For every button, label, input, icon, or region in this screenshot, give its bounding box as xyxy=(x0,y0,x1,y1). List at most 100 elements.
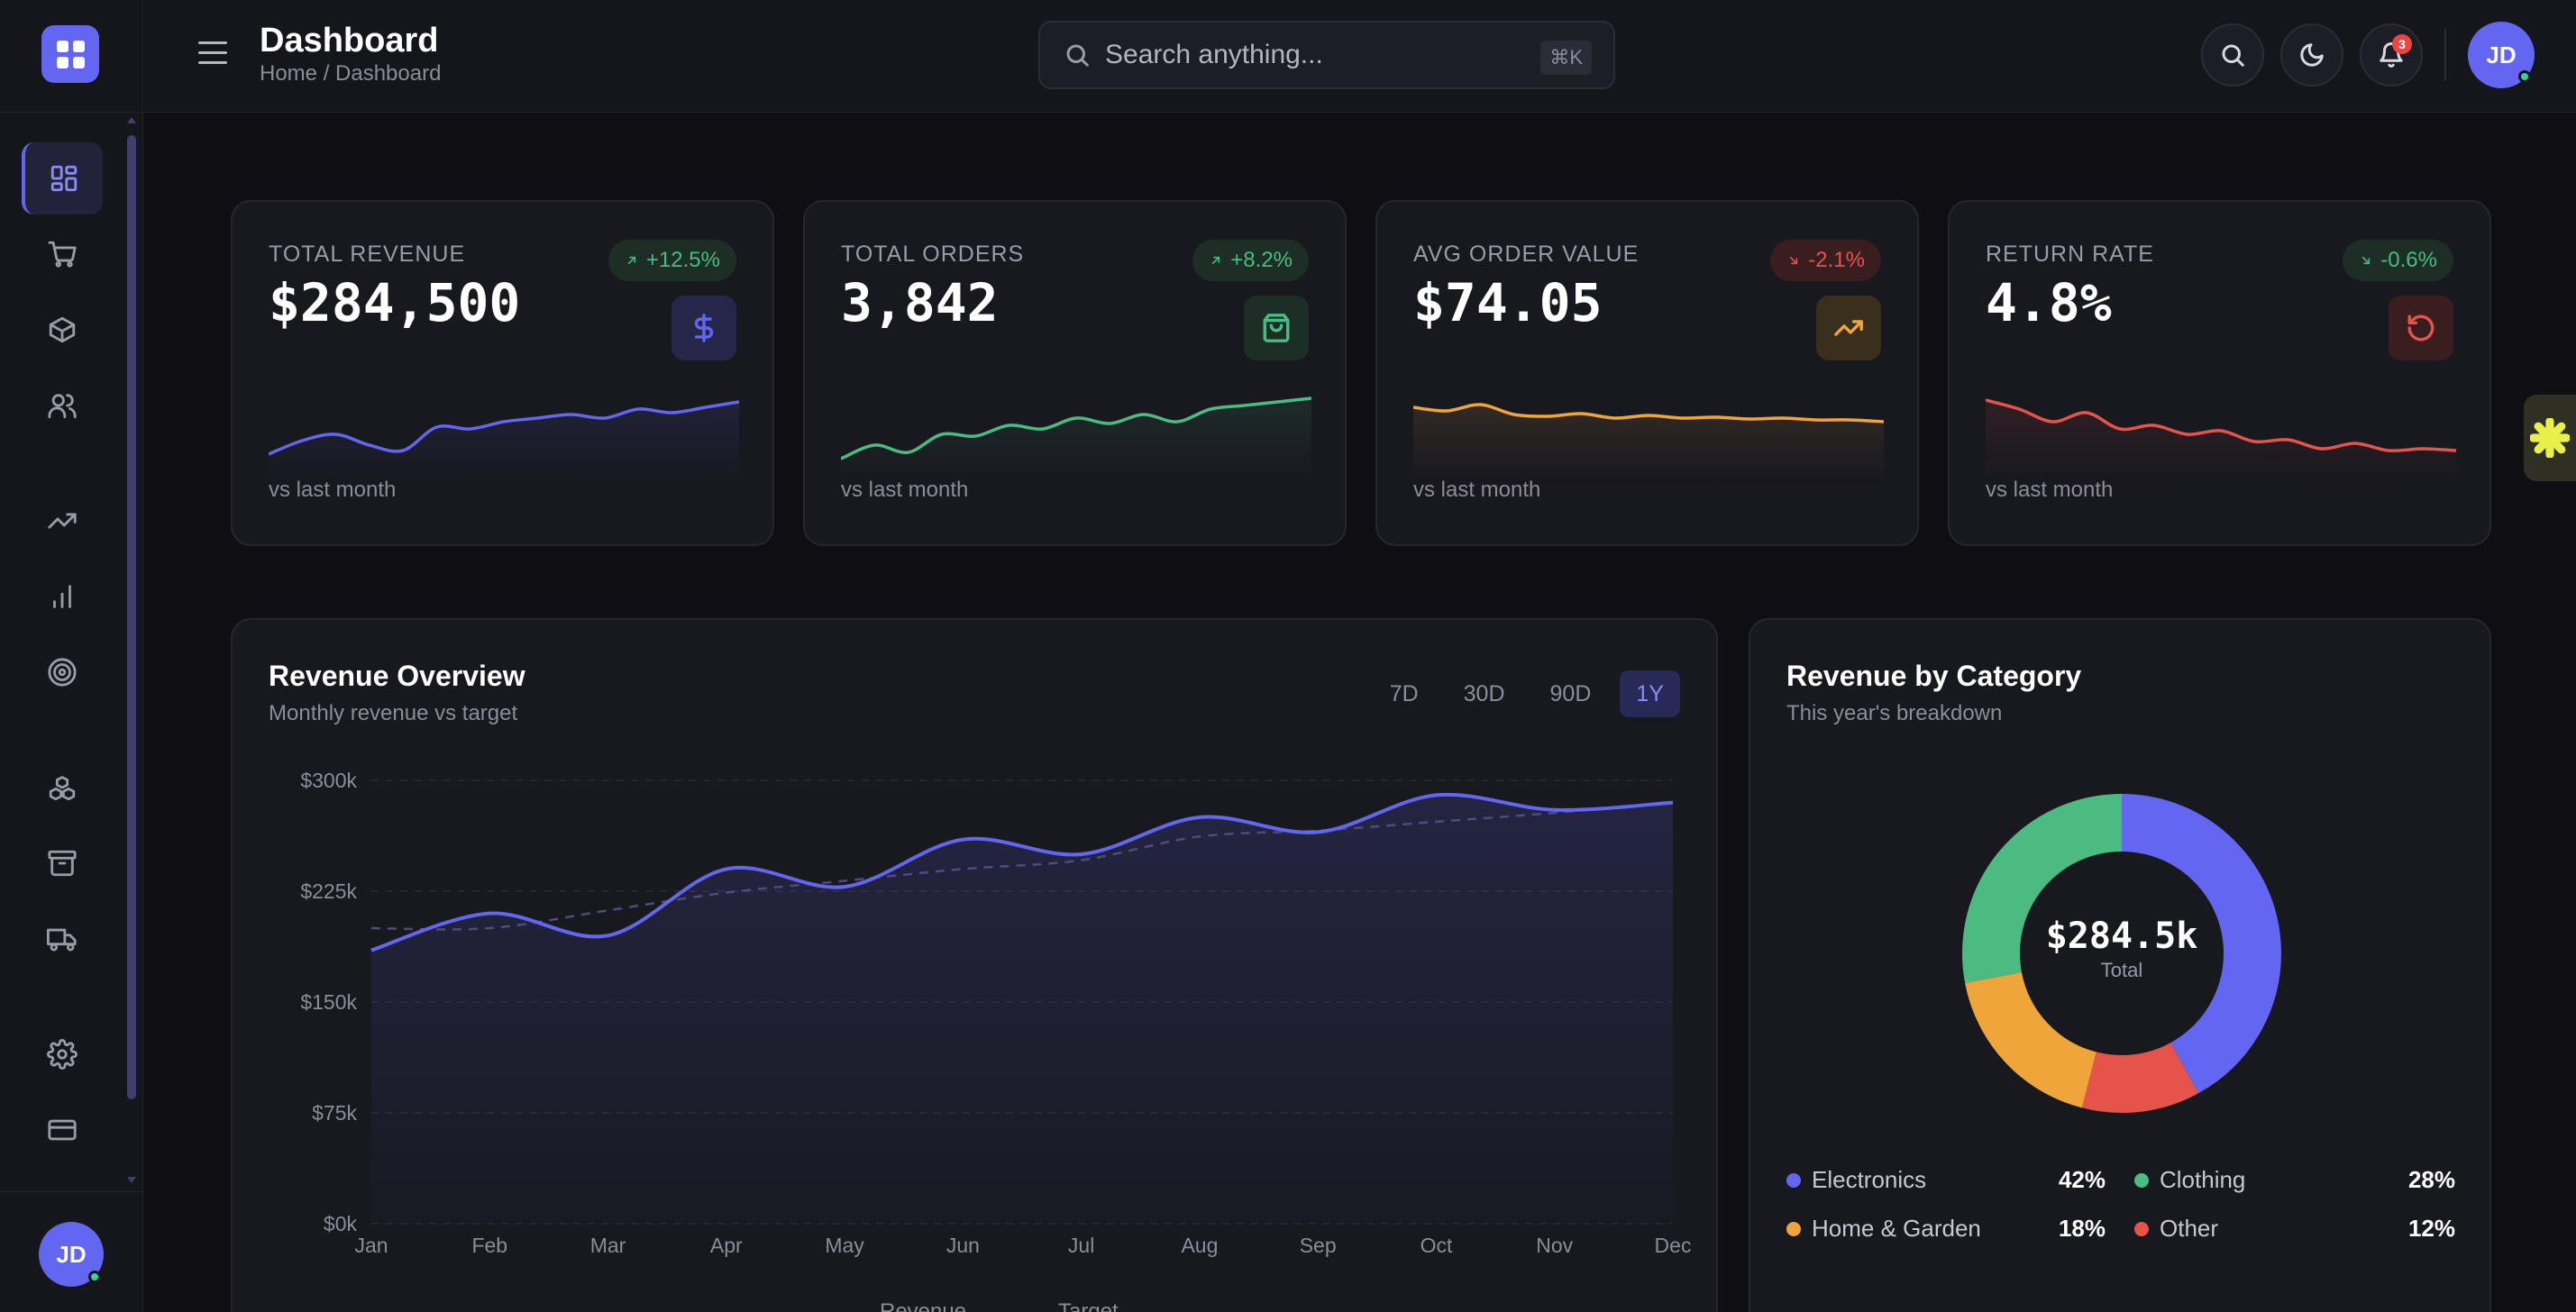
kpi-icon-tile xyxy=(671,296,736,360)
search-bar[interactable]: ⌘K xyxy=(1038,21,1615,89)
scroll-down-arrow[interactable] xyxy=(127,1177,136,1183)
grid-icon xyxy=(50,165,78,192)
x-tick-label: Apr xyxy=(710,1234,743,1257)
kpi-sparkline xyxy=(1986,398,2456,481)
notification-badge: 3 xyxy=(2392,34,2412,54)
panel-title: Revenue by Category xyxy=(1786,660,2082,692)
top-header: Dashboard Home / Dashboard ⌘K 3 JD xyxy=(144,0,2576,113)
sidebar-item-goals[interactable] xyxy=(22,636,103,708)
kpi-card[interactable]: RETURN RATE 4.8% -0.6% vs last month xyxy=(1948,200,2491,546)
x-tick-label: May xyxy=(825,1234,864,1257)
sparkline-line xyxy=(841,396,1311,460)
x-tick-label: Oct xyxy=(1420,1234,1453,1257)
legend-dot xyxy=(2134,1172,2149,1188)
sidebar-item-archive[interactable] xyxy=(22,827,103,899)
sparkline-area xyxy=(1986,400,2456,481)
sparkline-area xyxy=(1413,404,1884,481)
kpi-card[interactable]: AVG ORDER VALUE $74.05 -2.1% vs last mon… xyxy=(1375,200,1919,546)
kpi-value: 4.8% xyxy=(1986,272,2112,333)
kpi-value: $284,500 xyxy=(269,272,521,333)
target-icon xyxy=(48,658,77,687)
kpi-change-value: -0.6% xyxy=(2380,248,2437,272)
kpi-footer: vs last month xyxy=(269,478,397,502)
kpi-footer: vs last month xyxy=(1413,478,1541,502)
kpi-icon-tile xyxy=(1816,296,1881,360)
sparkline-line xyxy=(1413,403,1884,424)
kpi-change-badge: +12.5% xyxy=(607,240,736,281)
moon-icon xyxy=(2300,43,2324,67)
kpi-sparkline xyxy=(841,396,1311,481)
sidebar-item-trends[interactable] xyxy=(22,485,103,557)
sidebar-item-analytics[interactable] xyxy=(22,560,103,633)
sparkline-line xyxy=(269,400,739,456)
cart-icon xyxy=(48,241,77,268)
x-tick-label: Nov xyxy=(1536,1234,1573,1257)
kpi-icon-tile xyxy=(2389,296,2453,360)
kpi-change-value: +8.2% xyxy=(1230,248,1293,272)
search-icon xyxy=(2222,44,2244,67)
sidebar-item-products[interactable] xyxy=(22,294,103,366)
feedback-widget[interactable] xyxy=(2524,395,2576,481)
legend-revenue[interactable]: Revenue xyxy=(880,1299,967,1312)
sparkline-area xyxy=(269,402,739,481)
sidebar-item-settings[interactable] xyxy=(22,1018,103,1090)
search-input[interactable] xyxy=(1105,40,1502,70)
kpi-label: TOTAL REVENUE xyxy=(269,241,466,267)
kpi-value: $74.05 xyxy=(1413,272,1603,333)
range-tab-30d[interactable]: 30D xyxy=(1463,680,1505,706)
kpi-label: RETURN RATE xyxy=(1986,241,2154,267)
sidebar-scrollbar[interactable] xyxy=(127,135,136,1099)
legend-item: Electronics xyxy=(1786,1166,1926,1194)
kpi-card[interactable]: TOTAL ORDERS 3,842 +8.2% vs last month xyxy=(803,200,1347,546)
y-tick-label: $225k xyxy=(300,879,357,903)
sidebar: JD xyxy=(0,0,143,1312)
x-tick-label: Dec xyxy=(1655,1234,1692,1257)
menu-icon[interactable] xyxy=(198,41,227,68)
revenue-overview-card: Revenue Overview Monthly revenue vs targ… xyxy=(231,618,1718,1312)
legend-value: 28% xyxy=(2407,1166,2455,1193)
range-tab-1y[interactable]: 1Y xyxy=(1620,670,1680,717)
page-title: Dashboard xyxy=(260,22,439,59)
scroll-up-arrow[interactable] xyxy=(127,117,136,123)
panel-subtitle: This year's breakdown xyxy=(1786,701,2003,725)
legend-item: Clothing xyxy=(2134,1166,2245,1194)
sidebar-item-shipping[interactable] xyxy=(22,903,103,975)
kpi-value: 3,842 xyxy=(841,272,999,333)
range-tab-90d[interactable]: 90D xyxy=(1549,680,1592,706)
sidebar-item-inventory[interactable] xyxy=(22,752,103,824)
range-tab-7d[interactable]: 7D xyxy=(1389,680,1419,706)
search-button[interactable] xyxy=(2201,23,2264,87)
legend-target[interactable]: Target xyxy=(1058,1299,1119,1312)
x-tick-label: Sep xyxy=(1300,1234,1337,1257)
divider xyxy=(2444,29,2446,81)
arrow-down-right-icon xyxy=(1790,256,1798,265)
sidebar-item-customers[interactable] xyxy=(22,369,103,442)
kpi-footer: vs last month xyxy=(1986,478,2114,502)
kpi-card[interactable]: TOTAL REVENUE $284,500 +12.5% vs last mo… xyxy=(231,200,774,546)
kpi-footer: vs last month xyxy=(841,478,969,502)
kpi-label: TOTAL ORDERS xyxy=(841,241,1025,267)
donut-slice-clothing[interactable] xyxy=(1962,794,2281,1113)
sidebar-item-dashboard[interactable] xyxy=(22,142,103,214)
y-tick-label: $75k xyxy=(312,1101,357,1125)
gear-icon xyxy=(47,1039,78,1070)
donut-slice-other[interactable] xyxy=(1962,794,2281,1113)
breadcrumb[interactable]: Home / Dashboard xyxy=(260,61,442,86)
x-tick-label: Feb xyxy=(471,1234,507,1257)
legend-label: Other xyxy=(2160,1215,2219,1242)
theme-toggle-button[interactable] xyxy=(2280,23,2343,87)
divider xyxy=(0,112,143,113)
range-tabs: 7D 30D 90D 1Y xyxy=(1374,670,1680,717)
sidebar-item-billing[interactable] xyxy=(22,1094,103,1166)
box-icon xyxy=(49,316,76,343)
credit-card-icon xyxy=(48,1119,77,1141)
users-icon xyxy=(48,394,77,419)
x-tick-label: Mar xyxy=(590,1234,626,1257)
rotate-ccw-icon xyxy=(2407,314,2434,342)
sidebar-item-orders[interactable] xyxy=(22,218,103,290)
legend-dot xyxy=(1786,1221,1801,1236)
logo-icon[interactable] xyxy=(41,25,99,83)
notifications-button[interactable]: 3 xyxy=(2360,23,2423,87)
legend-value: 18% xyxy=(2058,1215,2106,1242)
search-shortcut: ⌘K xyxy=(1540,41,1592,75)
